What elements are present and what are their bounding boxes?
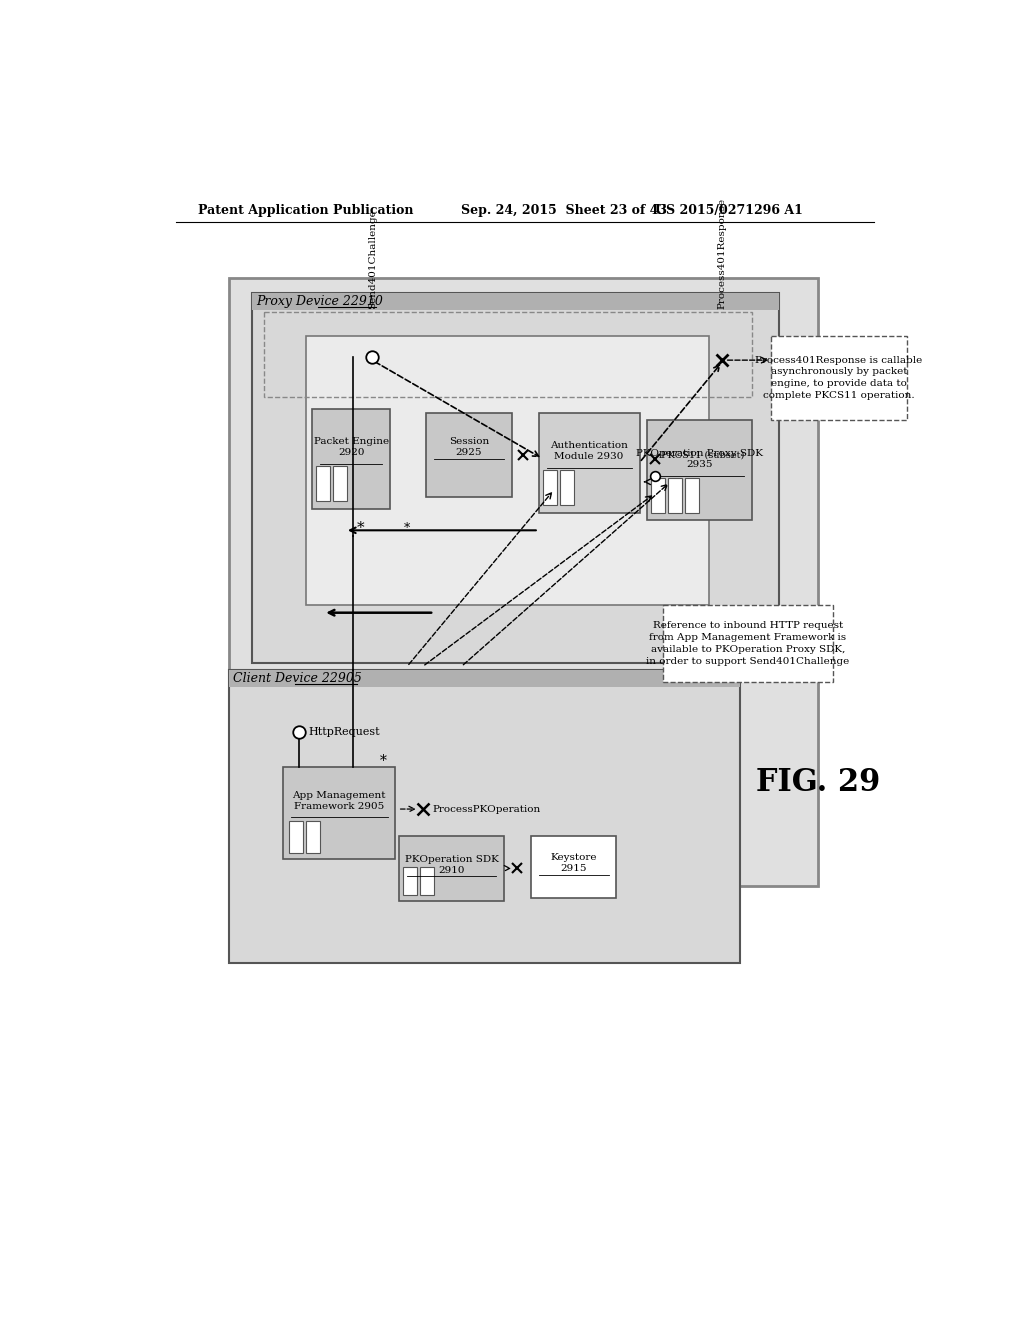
- Text: *: *: [403, 521, 411, 535]
- Text: Packet Engine
2920: Packet Engine 2920: [313, 437, 389, 457]
- Bar: [669, 478, 682, 512]
- Bar: [531, 836, 616, 898]
- Bar: [289, 821, 303, 853]
- Text: Client Device 22905: Client Device 22905: [232, 672, 361, 685]
- Bar: [252, 293, 779, 663]
- Text: Sep. 24, 2015  Sheet 23 of 43: Sep. 24, 2015 Sheet 23 of 43: [461, 205, 668, 218]
- Bar: [316, 466, 331, 502]
- Text: PKOperation SDK
2910: PKOperation SDK 2910: [404, 855, 499, 875]
- Bar: [399, 836, 504, 902]
- Text: *: *: [356, 521, 365, 535]
- Text: Proxy Device 22910: Proxy Device 22910: [256, 296, 383, 308]
- Bar: [651, 478, 665, 512]
- Text: Session
2925: Session 2925: [449, 437, 489, 457]
- Text: FIG. 29: FIG. 29: [756, 767, 880, 797]
- Bar: [306, 821, 321, 853]
- Text: Reference to inbound HTTP request
from App Management Framework is
available to : Reference to inbound HTTP request from A…: [646, 622, 850, 665]
- Text: Process401Response is callable
asynchronously by packet
engine, to provide data : Process401Response is callable asynchron…: [756, 355, 923, 400]
- Bar: [252, 293, 779, 310]
- Bar: [283, 767, 395, 859]
- Bar: [263, 313, 752, 397]
- Text: ProcessPKOperation: ProcessPKOperation: [432, 805, 541, 813]
- Text: Patent Application Publication: Patent Application Publication: [198, 205, 414, 218]
- Bar: [560, 470, 573, 504]
- Text: US 2015/0271296 A1: US 2015/0271296 A1: [655, 205, 803, 218]
- Bar: [426, 412, 512, 498]
- Bar: [312, 409, 390, 508]
- Bar: [306, 335, 710, 605]
- Text: Send401Challenge: Send401Challenge: [368, 209, 377, 309]
- Bar: [228, 277, 818, 886]
- Bar: [403, 867, 417, 895]
- Bar: [334, 466, 347, 502]
- Text: *: *: [380, 754, 387, 767]
- Text: Process401Response: Process401Response: [718, 198, 727, 309]
- Text: App Management
Framework 2905: App Management Framework 2905: [293, 791, 386, 812]
- Text: HttpRequest: HttpRequest: [308, 727, 380, 737]
- Text: PKOperation Proxy SDK
2935: PKOperation Proxy SDK 2935: [636, 449, 763, 469]
- Bar: [685, 478, 699, 512]
- Bar: [228, 671, 740, 964]
- Text: Authentication
Module 2930: Authentication Module 2930: [550, 441, 628, 461]
- Bar: [420, 867, 434, 895]
- Bar: [647, 420, 752, 520]
- Text: PKCS11 (subset): PKCS11 (subset): [662, 450, 744, 459]
- Bar: [539, 412, 640, 512]
- Bar: [771, 335, 907, 420]
- Text: Keystore
2915: Keystore 2915: [550, 853, 597, 873]
- Bar: [543, 470, 557, 504]
- Bar: [228, 671, 740, 688]
- Bar: [663, 605, 834, 682]
